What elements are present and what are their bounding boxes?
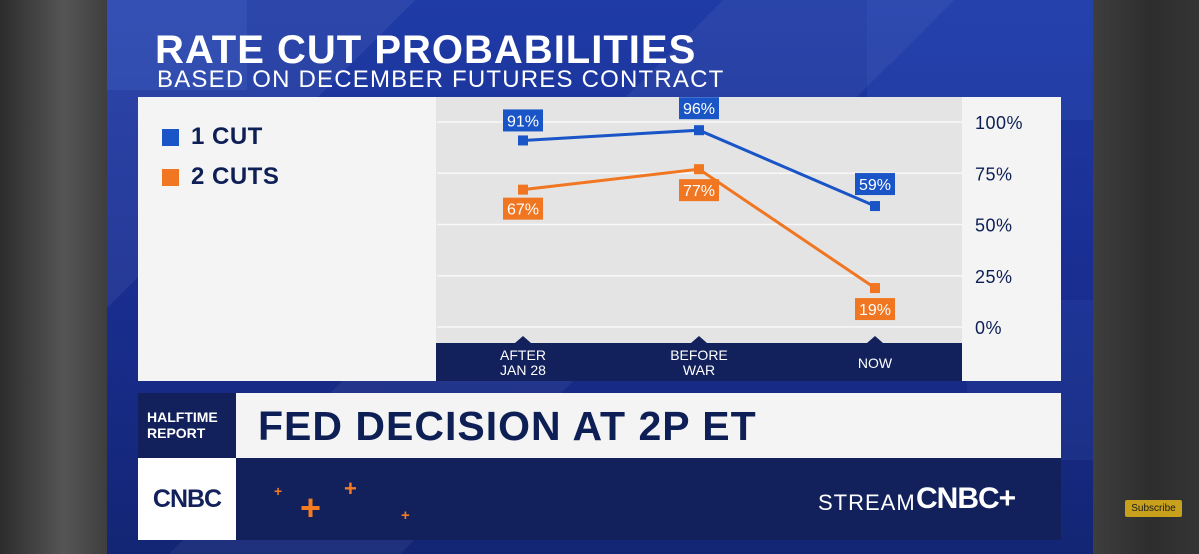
x-tick-label: NOW [858, 355, 893, 371]
data-label-box [679, 97, 719, 120]
x-tick-label: JAN 28 [500, 362, 546, 378]
headline: FED DECISION AT 2P ET [258, 403, 757, 449]
chart-subtitle: BASED ON DECEMBER FUTURES CONTRACT [157, 66, 725, 93]
plus-icon: + [344, 476, 357, 501]
network-bar: CNBC + + + + STREAM CNBC+ [138, 458, 1061, 540]
data-point [518, 184, 528, 195]
x-tick-marker [515, 336, 531, 343]
y-tick-label: 0% [975, 318, 1002, 338]
y-tick-label: 75% [975, 164, 1013, 184]
stream-label: STREAM [818, 490, 916, 515]
x-axis-band [436, 343, 962, 381]
legend-swatch-2-cuts [162, 168, 179, 186]
left-letterbox [0, 0, 107, 554]
plot-area [436, 97, 1061, 381]
show-name-line-2: REPORT [147, 425, 206, 441]
x-tick-label: WAR [683, 362, 715, 378]
show-name-line-1: HALFTIME [147, 409, 218, 425]
legend-item-2-cuts: 2 CUTS [162, 163, 279, 191]
plus-icon: + [401, 507, 410, 524]
background-tile [107, 0, 247, 90]
show-name-label: HALFTIME REPORT [138, 393, 236, 458]
data-point [694, 125, 704, 136]
data-label-box [855, 173, 895, 196]
data-label: 59% [859, 177, 891, 194]
x-tick-marker [691, 336, 707, 343]
y-tick-label: 50% [975, 216, 1013, 236]
chart-title: RATE CUT PROBABILITIES [155, 28, 697, 72]
broadcast-frame: RATE CUT PROBABILITIES BASED ON DECEMBER… [107, 0, 1093, 554]
data-point [518, 135, 528, 146]
plus-icon: + [274, 483, 283, 499]
subscribe-button[interactable]: Subscribe [1125, 500, 1182, 517]
data-label: 19% [859, 302, 891, 319]
data-label: 96% [683, 101, 715, 118]
x-tick-label: BEFORE [670, 347, 728, 363]
right-letterbox [1093, 0, 1199, 554]
legend-label-2-cuts: 2 CUTS [191, 163, 280, 190]
data-point [694, 164, 704, 175]
legend-swatch-1-cut [162, 128, 179, 146]
x-tick-marker [867, 336, 883, 343]
lower-third-ticker: HALFTIME REPORT FED DECISION AT 2P ET [138, 393, 1061, 458]
legend-item-1-cut: 1 CUT [162, 123, 263, 151]
cnbc-logo: CNBC [138, 458, 236, 540]
y-axis-panel [962, 97, 1061, 381]
data-label-box [503, 197, 543, 220]
data-label: 77% [683, 183, 715, 200]
legend: 1 CUT 2 CUTS [138, 97, 436, 381]
data-point [870, 201, 880, 212]
y-tick-label: 25% [975, 267, 1013, 287]
y-tick-label: 100% [975, 113, 1023, 133]
cnbc-plus-logo: CNBC+ [916, 482, 1016, 515]
data-label: 67% [507, 202, 539, 219]
data-point [870, 283, 880, 294]
plus-icon: + [300, 487, 322, 528]
data-label-box [503, 109, 543, 132]
data-label: 91% [507, 113, 539, 130]
data-label-box [855, 298, 895, 321]
data-label-box [679, 179, 719, 202]
legend-label-1-cut: 1 CUT [191, 123, 263, 150]
x-tick-label: AFTER [500, 347, 546, 363]
